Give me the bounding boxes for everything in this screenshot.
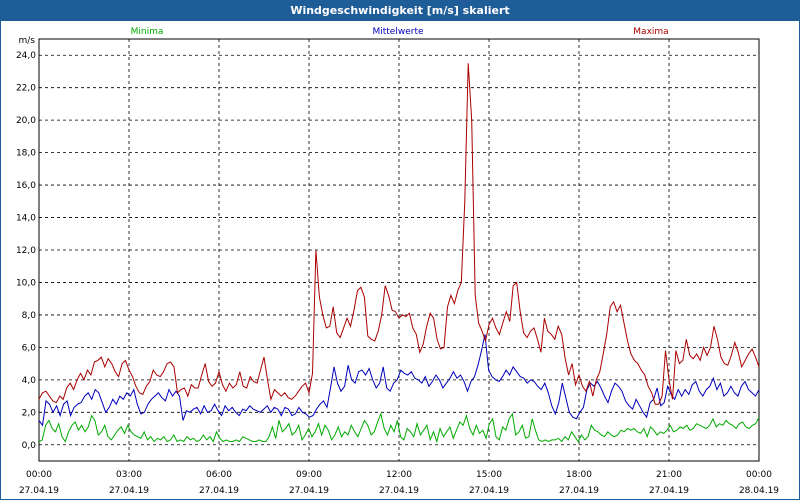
y-tick-label: 8,0 (22, 311, 37, 321)
series-line-mittelwerte (38, 334, 760, 427)
x-tick-date: 27.04.19 (109, 486, 149, 496)
x-tick-date: 27.04.19 (469, 486, 509, 496)
series-line-maxima (38, 63, 760, 405)
y-tick-label: 6,0 (22, 343, 37, 353)
x-tick-time: 00:00 (26, 470, 52, 480)
x-tick-date: 27.04.19 (289, 486, 329, 496)
x-tick-date: 27.04.19 (19, 486, 59, 496)
y-tick-label: 18,0 (16, 149, 36, 159)
x-tick-time: 15:00 (476, 470, 502, 480)
grid (39, 39, 759, 461)
legend-mittelwerte: Mittelwerte (372, 27, 423, 37)
y-tick-label: 24,0 (16, 51, 36, 61)
x-tick-time: 18:00 (566, 470, 592, 480)
legend: Minima Mittelwerte Maxima (131, 27, 669, 37)
y-tick-label: 12,0 (16, 246, 36, 256)
x-tick-date: 27.04.19 (649, 486, 689, 496)
x-tick-time: 09:00 (296, 470, 322, 480)
x-tick-date: 27.04.19 (559, 486, 599, 496)
x-tick-time: 12:00 (386, 470, 412, 480)
tick-labels: 0,0 2,0 4,0 6,0 8,0 10,0 12,0 14,0 16,0 18,0 20,0 2… (16, 36, 779, 496)
x-tick-date: 28.04.19 (739, 486, 779, 496)
y-tick-label: 2,0 (22, 408, 37, 418)
y-tick-label: 10,0 (16, 278, 36, 288)
y-tick-label: 4,0 (22, 376, 37, 386)
series-lines (38, 63, 760, 444)
x-tick-time: 00:00 (746, 470, 772, 480)
axes (38, 38, 760, 462)
y-axis-unit: m/s (19, 36, 36, 46)
y-tick-label: 22,0 (16, 84, 36, 94)
y-tick-label: 16,0 (16, 181, 36, 191)
x-tick-time: 06:00 (206, 470, 232, 480)
chart-title: Windgeschwindigkeit [m/s] skaliert (1, 1, 799, 21)
legend-maxima: Maxima (633, 27, 668, 37)
x-tick-time: 03:00 (116, 470, 142, 480)
y-tick-label: 20,0 (16, 116, 36, 126)
y-tick-label: 0,0 (22, 441, 37, 451)
legend-minima: Minima (131, 27, 164, 37)
x-tick-date: 27.04.19 (199, 486, 239, 496)
series-line-minima (38, 412, 760, 444)
plot-frame (38, 38, 760, 462)
y-tick-label: 14,0 (16, 214, 36, 224)
x-tick-time: 21:00 (656, 470, 682, 480)
x-tick-date: 27.04.19 (379, 486, 419, 496)
